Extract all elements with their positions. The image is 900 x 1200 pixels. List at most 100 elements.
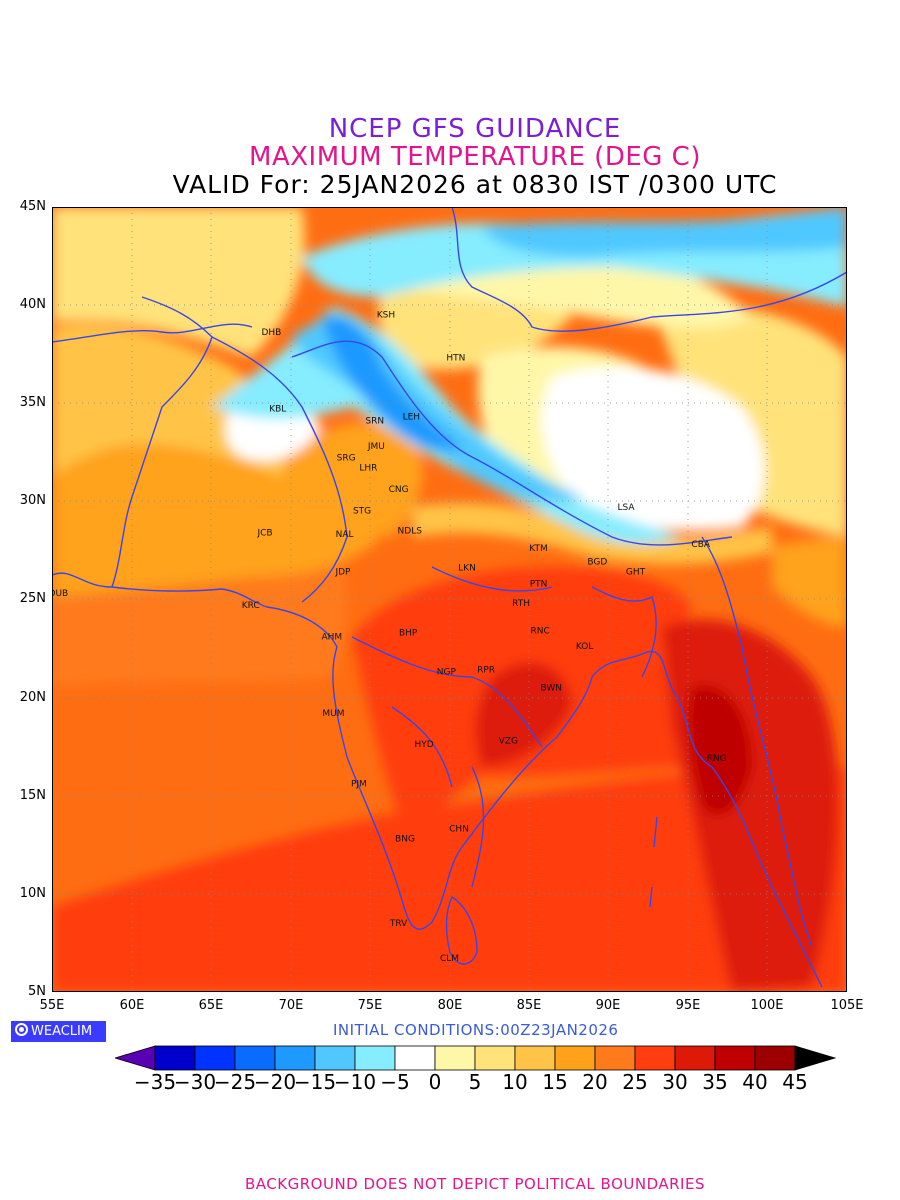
colorbar-tick-label: 5 [468, 1070, 482, 1094]
colorbar-segment [594, 1045, 636, 1071]
colorbar [115, 1045, 837, 1071]
border-himalaya [291, 340, 733, 546]
city-label-kol: KOL [576, 642, 594, 652]
city-label-pjm: PJM [351, 779, 367, 789]
city-label-lsa: LSA [617, 503, 635, 513]
city-label-ght: GHT [626, 568, 646, 578]
colorbar-tick-label: 10 [502, 1070, 528, 1094]
coastline-srilanka [445, 896, 478, 965]
city-label-lhr: LHR [359, 464, 377, 474]
border-myanmar [701, 536, 813, 948]
footer-disclaimer: BACKGROUND DOES NOT DEPICT POLITICAL BOU… [245, 1175, 705, 1193]
field-minus15-karakoram [322, 315, 462, 451]
border-central-asia [52, 323, 253, 343]
lat-label: 10N [19, 886, 46, 901]
lon-label: 95E [675, 998, 701, 1013]
lat-label: 15N [19, 788, 46, 803]
city-label-chn: CHN [449, 825, 469, 835]
city-label-cng: CNG [389, 485, 409, 495]
city-label-ktm: KTM [529, 544, 547, 554]
lon-label: 55E [39, 998, 65, 1013]
colorbar-tick-label: 0 [428, 1070, 442, 1094]
colorbar-segment [754, 1045, 796, 1071]
city-label-jcb: JCB [256, 528, 272, 538]
field-35-east [475, 662, 572, 767]
colorbar-tick-label: −35 [133, 1070, 177, 1094]
colorbar-segment [634, 1045, 676, 1071]
colorbar-tick-label: 35 [702, 1070, 728, 1094]
lon-label: 90E [595, 998, 621, 1013]
city-label-rng: RNG [707, 754, 727, 764]
field-20-northindia [282, 422, 423, 537]
colorbar-segment [434, 1045, 476, 1071]
colorbar-segment [674, 1045, 716, 1071]
lon-label: 80E [437, 998, 463, 1013]
colorbar-over-triangle [794, 1045, 837, 1071]
colorbar-segment [314, 1045, 356, 1071]
lon-label: 70E [278, 998, 304, 1013]
colorbar-tick-label: −5 [380, 1070, 410, 1094]
city-label-lkn: LKN [458, 564, 476, 574]
city-label-nal: NAL [336, 530, 354, 540]
chart-title-model: NCEP GFS GUIDANCE [328, 114, 622, 144]
colorbar-tick-label: −30 [173, 1070, 217, 1094]
field-minus10-kunlun [482, 207, 847, 257]
lat-label: 5N [28, 984, 46, 999]
city-label-rpr: RPR [477, 666, 495, 676]
city-label-bwn: BWN [541, 683, 563, 693]
city-label-bhp: BHP [399, 628, 418, 638]
lon-label: 60E [119, 998, 145, 1013]
colorbar-segment [194, 1045, 236, 1071]
city-label-stg: STG [353, 507, 371, 517]
city-label-rth: RTH [512, 599, 530, 609]
field-20-northwest [52, 399, 382, 597]
colorbar-tick-label: −10 [333, 1070, 377, 1094]
colorbar-segment [154, 1045, 196, 1071]
weaclim-logo[interactable]: WEACLIM [11, 1021, 106, 1042]
coastline-arabia-india [52, 572, 823, 988]
border-china-north [451, 207, 847, 332]
colorbar-segment [514, 1045, 556, 1071]
city-label-krc: KRC [242, 601, 260, 611]
city-label-htn: HTN [446, 354, 465, 364]
colorbar-segment [234, 1045, 276, 1071]
field-10-northwest [52, 207, 305, 357]
city-label-ahm: AHM [321, 632, 342, 642]
city-label-srg: SRG [337, 454, 356, 464]
city-label-bng: BNG [395, 834, 415, 844]
initial-conditions: INITIAL CONDITIONS:00Z23JAN2026 [333, 1021, 619, 1039]
colorbar-tick-label: 25 [622, 1070, 648, 1094]
city-label-jdp: JDP [334, 568, 351, 578]
city-label-rnc: RNC [530, 626, 549, 636]
city-label-ptn: PTN [530, 579, 548, 589]
city-label-dub: DUB [52, 589, 68, 599]
city-label-vzg: VZG [499, 736, 518, 746]
colorbar-tick-label: 15 [542, 1070, 568, 1094]
colorbar-tick-label: −25 [213, 1070, 257, 1094]
colorbar-under-triangle [115, 1045, 156, 1071]
city-label-ngp: NGP [437, 668, 457, 678]
colorbar-segment [554, 1045, 596, 1071]
colorbar-segment [354, 1045, 396, 1071]
lat-label: 45N [19, 199, 46, 214]
weaclim-logo-icon [15, 1023, 28, 1036]
city-label-bgd: BGD [587, 558, 607, 568]
city-label-dhb: DHB [261, 328, 281, 338]
colorbar-segment [474, 1045, 516, 1071]
city-label-trv: TRV [389, 919, 408, 929]
colorbar-segment [714, 1045, 756, 1071]
lat-label: 30N [19, 493, 46, 508]
city-label-hyd: HYD [414, 740, 433, 750]
city-label-ksh: KSH [377, 310, 395, 320]
field-20-east [772, 537, 847, 627]
lon-label: 65E [198, 998, 224, 1013]
lon-label: 105E [830, 998, 864, 1013]
colorbar-tick-label: 40 [742, 1070, 768, 1094]
lon-label: 100E [750, 998, 784, 1013]
coastline-andaman [649, 816, 658, 908]
border-afghan [111, 296, 213, 588]
colorbar-segment [394, 1045, 436, 1071]
lon-label: 85E [516, 998, 542, 1013]
city-label-clm: CLM [440, 954, 459, 964]
city-label-srn: SRN [365, 416, 384, 426]
